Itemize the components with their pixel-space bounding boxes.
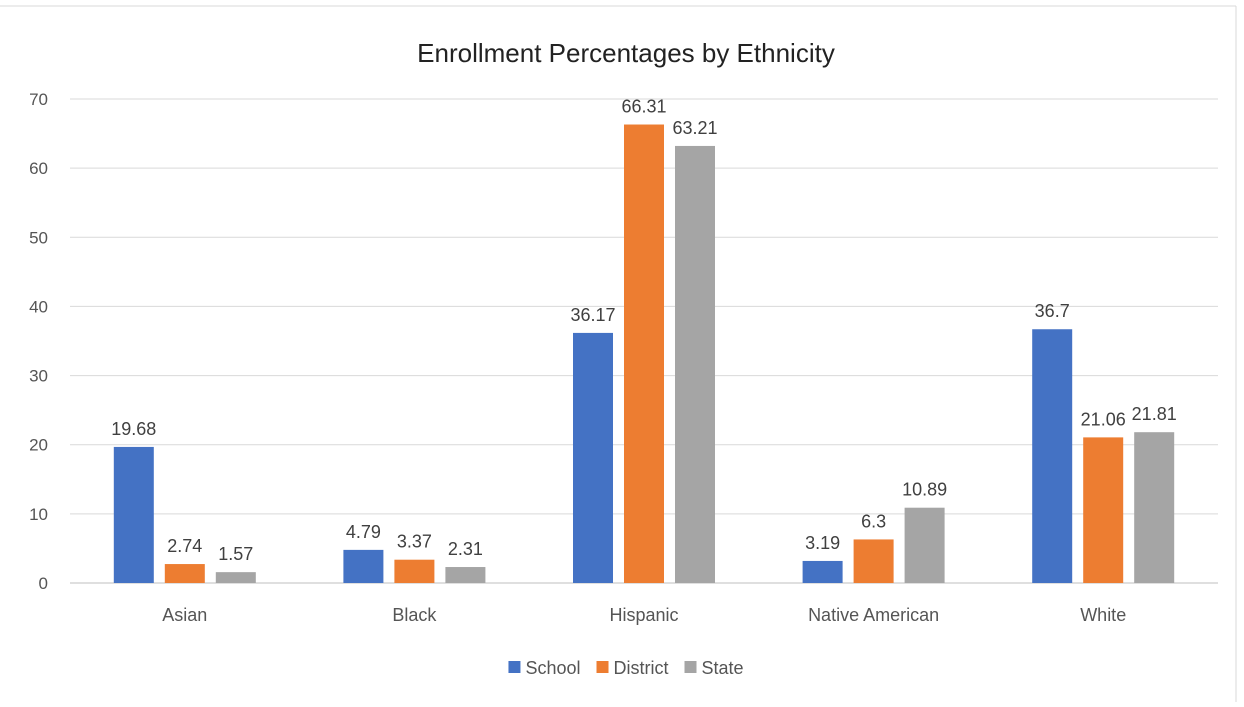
data-label: 21.81 [1132,404,1177,424]
data-label: 1.57 [218,544,253,564]
y-tick-label: 70 [29,90,48,109]
x-category-label: Native American [808,605,939,625]
bar-state-white [1134,432,1175,583]
data-label: 63.21 [672,118,717,138]
bars [113,124,1175,583]
bar-school-white [1032,329,1073,583]
legend: School District State [508,658,744,678]
x-category-label: Asian [162,605,207,625]
bar-state-asian [215,572,256,583]
y-tick-label: 60 [29,159,48,178]
data-label: 3.19 [805,533,840,553]
y-tick-label: 50 [29,228,48,247]
data-label: 6.3 [861,511,886,531]
x-axis-categories: Asian Black Hispanic Native American White [162,605,1126,625]
x-category-label: White [1080,605,1126,625]
data-label: 2.74 [167,536,202,556]
bar-school-native-american [802,560,843,583]
data-label: 4.79 [346,522,381,542]
data-label: 36.7 [1035,301,1070,321]
legend-swatch-school [508,661,521,673]
bar-district-asian [164,564,205,583]
y-axis-ticks: 0 10 20 30 40 50 60 70 [29,90,48,593]
data-label: 21.06 [1081,409,1126,429]
legend-label-district: District [614,658,669,678]
y-tick-label: 40 [29,297,48,316]
bar-school-hispanic [573,332,613,583]
chart-title: Enrollment Percentages by Ethnicity [417,38,835,68]
bar-school-black [343,549,384,583]
bar-district-black [394,559,435,583]
data-label: 10.89 [902,480,947,500]
bar-district-white [1083,437,1124,583]
bar-state-hispanic [675,145,715,583]
data-labels: 19.68 2.74 1.57 4.79 3.37 2.31 36.17 66.31 63.21… [111,97,1176,565]
data-label: 2.31 [448,539,483,559]
x-category-label: Hispanic [609,605,678,625]
bar-state-black [445,567,486,583]
data-label: 36.17 [570,305,615,325]
data-label: 66.31 [621,97,666,117]
legend-swatch-district [596,661,609,673]
data-label: 19.68 [111,419,156,439]
data-label: 3.37 [397,532,432,552]
bar-state-native-american [904,507,945,583]
bar-district-hispanic [624,124,664,583]
legend-swatch-state [684,661,697,673]
legend-label-school: School [525,658,580,678]
bar-district-native-american [853,539,894,583]
x-category-label: Black [392,605,437,625]
bar-school-asian [113,446,154,583]
y-tick-label: 30 [29,367,48,386]
legend-label-state: State [702,658,744,678]
y-tick-label: 20 [29,436,48,455]
y-tick-label: 10 [29,505,48,524]
y-tick-label: 0 [39,574,48,593]
